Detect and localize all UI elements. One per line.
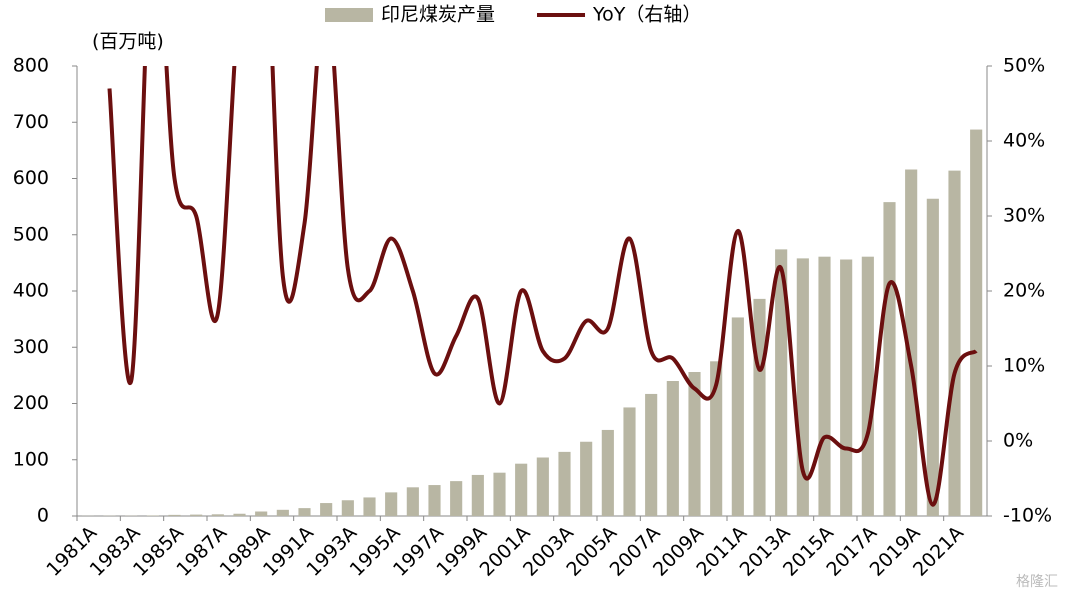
y-tick-label: 500 <box>13 223 49 245</box>
bar <box>645 393 658 516</box>
y2-tick-label: 30% <box>1003 205 1045 227</box>
bar <box>775 249 788 516</box>
y-tick-label: 100 <box>13 448 49 470</box>
bar <box>558 451 571 516</box>
plot-area <box>81 66 983 516</box>
y2-tick-label: 40% <box>1003 130 1045 152</box>
line <box>107 66 978 507</box>
bar <box>580 441 593 516</box>
bar <box>146 515 159 516</box>
bar <box>406 487 419 516</box>
y2-tick-label: 50% <box>1003 55 1045 77</box>
bar <box>298 508 311 516</box>
bar <box>190 514 203 516</box>
bar <box>320 503 333 516</box>
bar <box>948 170 961 516</box>
bar <box>385 492 398 516</box>
bar <box>731 317 744 516</box>
bar <box>276 509 289 516</box>
y2-tick-label: 0% <box>1003 430 1033 452</box>
y-tick-label: 400 <box>13 280 49 302</box>
y2-tick-label: 20% <box>1003 280 1045 302</box>
watermark: 格隆汇 <box>1016 574 1058 590</box>
bar <box>818 256 831 516</box>
bar <box>623 407 636 516</box>
bar <box>493 472 506 516</box>
bar <box>970 129 983 516</box>
bar <box>710 361 723 516</box>
bar <box>428 485 441 516</box>
bar <box>905 169 918 516</box>
bar <box>341 500 354 516</box>
bar <box>471 474 484 516</box>
y-tick-label: 300 <box>13 336 49 358</box>
bar <box>926 198 939 516</box>
bar <box>861 256 874 516</box>
y2-tick-label: 10% <box>1003 355 1045 377</box>
bar <box>255 511 268 516</box>
bar <box>168 514 181 516</box>
y2-tick-label: -10% <box>1003 505 1052 527</box>
bar <box>536 457 549 516</box>
unit-label: (百万吨) <box>92 31 164 53</box>
bar <box>211 514 224 516</box>
y-tick-label: 200 <box>13 392 49 414</box>
bar <box>883 202 896 516</box>
bar <box>666 381 679 516</box>
bar <box>688 372 701 516</box>
bar <box>363 497 376 516</box>
y-tick-label: 800 <box>13 55 49 77</box>
legend-swatch <box>325 8 373 22</box>
bar <box>450 481 463 516</box>
bar <box>233 513 246 516</box>
y-tick-label: 700 <box>13 111 49 133</box>
y-tick-label: 600 <box>13 167 49 189</box>
bar <box>515 463 528 516</box>
bar <box>840 259 853 516</box>
y-tick-label: 0 <box>37 505 49 527</box>
legend-label: YoY（右轴） <box>592 4 701 26</box>
bar <box>601 429 614 516</box>
legend-label: 印尼煤炭产量 <box>381 4 495 26</box>
bar <box>753 298 766 516</box>
